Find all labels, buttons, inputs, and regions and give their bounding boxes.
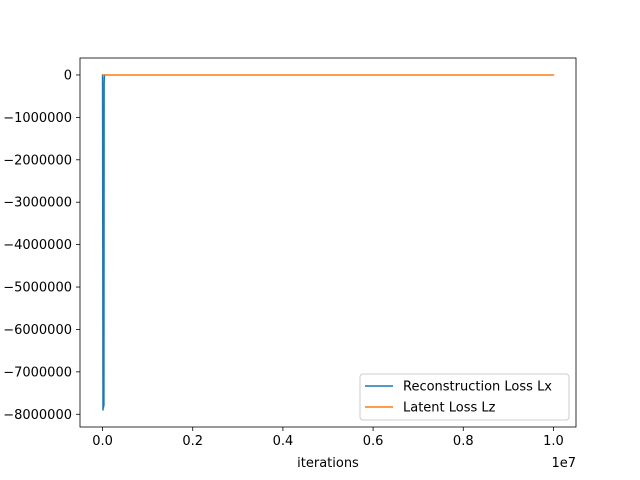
series-line-reconstruction-loss bbox=[101, 73, 106, 411]
axes-frame bbox=[79, 57, 577, 428]
y-tick-label: −7000000 bbox=[3, 365, 72, 380]
plot-area bbox=[80, 58, 576, 427]
y-tick-label: 0 bbox=[64, 68, 72, 83]
series-layer bbox=[101, 73, 555, 411]
x-axis-offset-label: 1e7 bbox=[551, 456, 576, 471]
legend-label: Latent Loss Lz bbox=[403, 401, 496, 416]
plot-background bbox=[80, 58, 576, 427]
x-tick-label: 0.0 bbox=[92, 434, 113, 449]
x-tick-label: 0.4 bbox=[273, 434, 294, 449]
y-tick-label: −3000000 bbox=[3, 196, 72, 211]
axes-layer: 0.0 0.2 0.4 0.6 0.8 1.0 0 −1000000 −2000000 −3000… bbox=[3, 57, 577, 449]
y-tick-label: −2000000 bbox=[3, 153, 72, 168]
x-axis-label: iterations bbox=[297, 456, 359, 471]
y-tick-label: −5000000 bbox=[3, 281, 72, 296]
y-tick-label: −6000000 bbox=[3, 323, 72, 338]
legend-box bbox=[359, 373, 570, 421]
x-tick-label: 0.2 bbox=[182, 434, 203, 449]
y-tick-label: −4000000 bbox=[3, 238, 72, 253]
y-tick-label: −1000000 bbox=[3, 111, 72, 126]
legend-label: Reconstruction Loss Lx bbox=[403, 380, 552, 395]
legend: Reconstruction Loss Lx Latent Loss Lz bbox=[359, 373, 570, 421]
x-tick-label: 0.6 bbox=[363, 434, 384, 449]
y-tick-label: −8000000 bbox=[3, 408, 72, 423]
x-tick-label: 0.8 bbox=[453, 434, 474, 449]
x-tick-label: 1.0 bbox=[543, 434, 564, 449]
